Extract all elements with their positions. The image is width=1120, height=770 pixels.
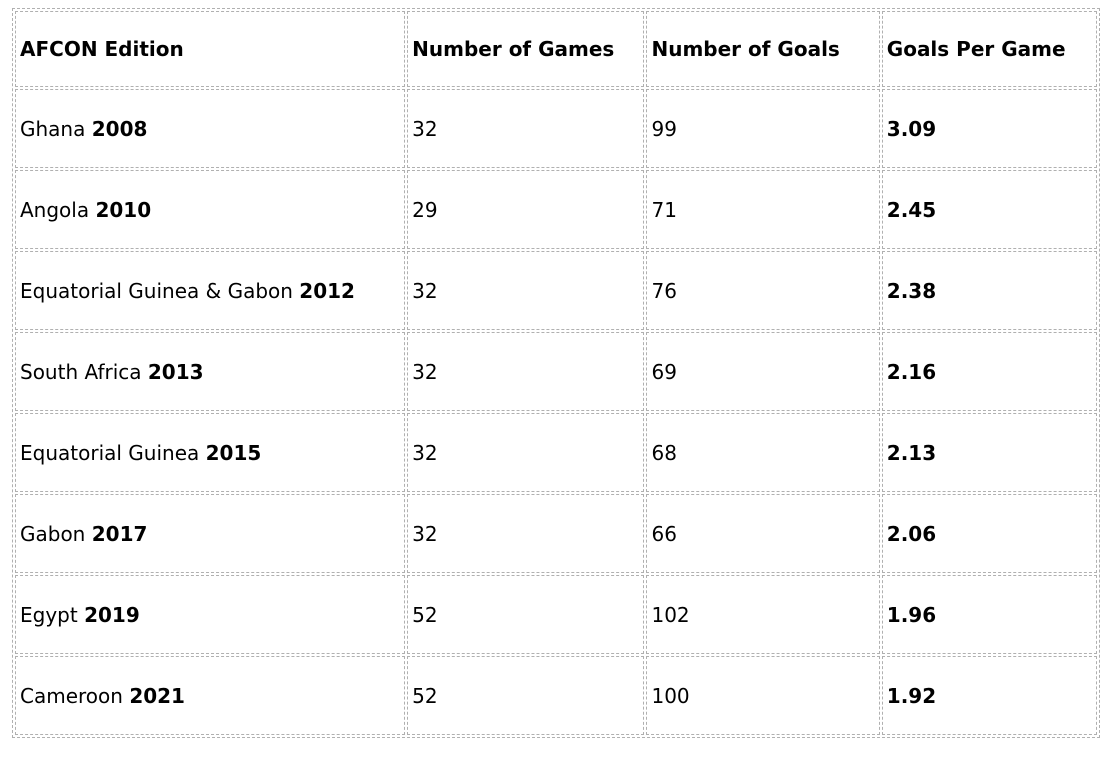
edition-year: 2013 xyxy=(147,359,204,384)
edition-host: Angola xyxy=(20,197,90,222)
table-row: Equatorial Guinea 2015 32 68 2.13 xyxy=(15,413,1097,492)
goals-per-game-cell: 2.45 xyxy=(881,170,1097,249)
games-cell: 29 xyxy=(407,170,645,249)
goals-cell: 68 xyxy=(646,413,880,492)
goals-per-game-cell: 3.09 xyxy=(881,89,1097,168)
edition-year: 2008 xyxy=(91,116,148,141)
edition-year: 2017 xyxy=(91,521,148,546)
edition-host: Cameroon xyxy=(20,683,123,708)
table-row: Egypt 2019 52 102 1.96 xyxy=(15,575,1097,654)
goals-cell: 102 xyxy=(646,575,880,654)
edition-host: Egypt xyxy=(20,602,78,627)
edition-cell: Cameroon 2021 xyxy=(15,656,406,735)
games-cell: 52 xyxy=(407,656,645,735)
goals-cell: 100 xyxy=(646,656,880,735)
header-cell: Number of Goals xyxy=(646,11,880,87)
goals-per-game-cell: 2.16 xyxy=(881,332,1097,411)
edition-host: Equatorial Guinea & Gabon xyxy=(20,278,293,303)
games-cell: 32 xyxy=(407,494,645,573)
goals-cell: 71 xyxy=(646,170,880,249)
table-row: Cameroon 2021 52 100 1.92 xyxy=(15,656,1097,735)
edition-year: 2012 xyxy=(299,278,355,303)
header-cell: AFCON Edition xyxy=(15,11,406,87)
games-cell: 32 xyxy=(407,89,645,168)
goals-cell: 99 xyxy=(646,89,880,168)
table-row: Angola 2010 29 71 2.45 xyxy=(15,170,1097,249)
edition-host: South Africa xyxy=(20,359,142,384)
games-cell: 32 xyxy=(407,251,645,330)
goals-per-game-cell: 1.92 xyxy=(881,656,1097,735)
edition-cell: Egypt 2019 xyxy=(15,575,406,654)
goals-cell: 69 xyxy=(646,332,880,411)
afcon-table: AFCON Edition Number of Games Number of Go… xyxy=(12,8,1100,738)
edition-cell: Angola 2010 xyxy=(15,170,406,249)
edition-year: 2021 xyxy=(129,683,185,708)
games-cell: 52 xyxy=(407,575,645,654)
games-cell: 32 xyxy=(407,332,645,411)
table-body: Ghana 2008 32 99 3.09 Angola 2010 29 71 2.45 Equ… xyxy=(15,89,1097,735)
edition-cell: Gabon 2017 xyxy=(15,494,406,573)
table-row: Gabon 2017 32 66 2.06 xyxy=(15,494,1097,573)
goals-per-game-cell: 1.96 xyxy=(881,575,1097,654)
edition-cell: South Africa 2013 xyxy=(15,332,406,411)
edition-cell: Equatorial Guinea & Gabon 2012 xyxy=(15,251,406,330)
goals-per-game-cell: 2.13 xyxy=(881,413,1097,492)
header-cell: Number of Games xyxy=(407,11,645,87)
edition-cell: Ghana 2008 xyxy=(15,89,406,168)
goals-per-game-cell: 2.06 xyxy=(881,494,1097,573)
table-row: South Africa 2013 32 69 2.16 xyxy=(15,332,1097,411)
goals-cell: 76 xyxy=(646,251,880,330)
edition-cell: Equatorial Guinea 2015 xyxy=(15,413,406,492)
header-cell: Goals Per Game xyxy=(881,11,1097,87)
table-row: Ghana 2008 32 99 3.09 xyxy=(15,89,1097,168)
edition-host: Ghana xyxy=(20,116,86,141)
table-row: Equatorial Guinea & Gabon 2012 32 76 2.38 xyxy=(15,251,1097,330)
edition-year: 2019 xyxy=(84,602,140,627)
edition-year: 2010 xyxy=(95,197,152,222)
edition-year: 2015 xyxy=(205,440,262,465)
goals-per-game-cell: 2.38 xyxy=(881,251,1097,330)
goals-cell: 66 xyxy=(646,494,880,573)
games-cell: 32 xyxy=(407,413,645,492)
header-row: AFCON Edition Number of Games Number of Go… xyxy=(15,11,1097,87)
edition-host: Equatorial Guinea xyxy=(20,440,200,465)
edition-host: Gabon xyxy=(20,521,86,546)
